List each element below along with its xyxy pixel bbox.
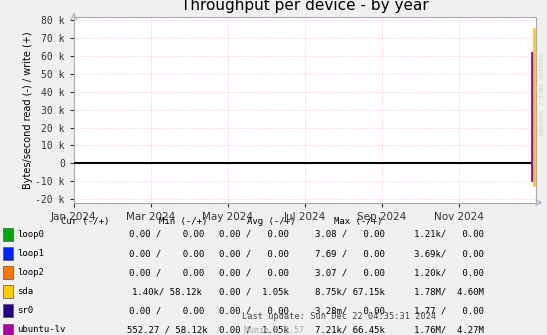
Title: Throughput per device - by year: Throughput per device - by year — [181, 0, 429, 13]
Text: 552.27 / 58.12k: 552.27 / 58.12k — [126, 325, 207, 334]
Text: loop1: loop1 — [17, 249, 44, 258]
Text: Cur (-/+): Cur (-/+) — [61, 217, 109, 225]
Text: 3.28m/   0.00: 3.28m/ 0.00 — [315, 306, 385, 315]
Text: 1.20k/   0.00: 1.20k/ 0.00 — [414, 268, 484, 277]
Text: 1.40k/ 58.12k: 1.40k/ 58.12k — [132, 287, 202, 296]
Text: Max (-/+): Max (-/+) — [334, 217, 382, 225]
Text: Min (-/+): Min (-/+) — [159, 217, 207, 225]
FancyBboxPatch shape — [3, 285, 13, 298]
Text: sda: sda — [17, 287, 33, 296]
Text: 8.75k/ 67.15k: 8.75k/ 67.15k — [315, 287, 385, 296]
Text: 3.08 /   0.00: 3.08 / 0.00 — [315, 230, 385, 239]
FancyBboxPatch shape — [3, 305, 13, 317]
FancyBboxPatch shape — [3, 324, 13, 335]
Text: 0.00 /  1.05k: 0.00 / 1.05k — [219, 325, 289, 334]
FancyBboxPatch shape — [3, 266, 13, 279]
Text: 0.00 /   0.00: 0.00 / 0.00 — [219, 306, 289, 315]
Text: loop0: loop0 — [17, 230, 44, 239]
Text: 1.78M/  4.60M: 1.78M/ 4.60M — [414, 287, 484, 296]
Text: 0.00 /    0.00: 0.00 / 0.00 — [129, 268, 205, 277]
Text: sr0: sr0 — [17, 306, 33, 315]
Text: ubuntu-lv: ubuntu-lv — [17, 325, 65, 334]
Text: Munin 2.0.57: Munin 2.0.57 — [243, 327, 304, 335]
Text: 1.76M/  4.27M: 1.76M/ 4.27M — [414, 325, 484, 334]
Text: 0.00 /  1.05k: 0.00 / 1.05k — [219, 287, 289, 296]
Text: 7.69 /   0.00: 7.69 / 0.00 — [315, 249, 385, 258]
Text: RRDTOOL / TOBI OETIKER: RRDTOOL / TOBI OETIKER — [539, 53, 544, 135]
FancyBboxPatch shape — [3, 247, 13, 260]
Y-axis label: Bytes/second read (-) / write (+): Bytes/second read (-) / write (+) — [22, 31, 33, 189]
Text: 0.00 /   0.00: 0.00 / 0.00 — [219, 249, 289, 258]
Text: 0.00 /   0.00: 0.00 / 0.00 — [219, 268, 289, 277]
Text: loop2: loop2 — [17, 268, 44, 277]
Text: Last update: Sun Dec 22 04:35:31 2024: Last update: Sun Dec 22 04:35:31 2024 — [242, 312, 437, 321]
Text: 0.00 /    0.00: 0.00 / 0.00 — [129, 306, 205, 315]
Text: 1.77 /   0.00: 1.77 / 0.00 — [414, 306, 484, 315]
Text: 1.21k/   0.00: 1.21k/ 0.00 — [414, 230, 484, 239]
Text: Avg (-/+): Avg (-/+) — [247, 217, 295, 225]
Text: 3.07 /   0.00: 3.07 / 0.00 — [315, 268, 385, 277]
Text: 0.00 /   0.00: 0.00 / 0.00 — [219, 230, 289, 239]
Text: 0.00 /    0.00: 0.00 / 0.00 — [129, 249, 205, 258]
Text: 7.21k/ 66.45k: 7.21k/ 66.45k — [315, 325, 385, 334]
Text: 0.00 /    0.00: 0.00 / 0.00 — [129, 230, 205, 239]
Text: 3.69k/   0.00: 3.69k/ 0.00 — [414, 249, 484, 258]
FancyBboxPatch shape — [3, 228, 13, 241]
